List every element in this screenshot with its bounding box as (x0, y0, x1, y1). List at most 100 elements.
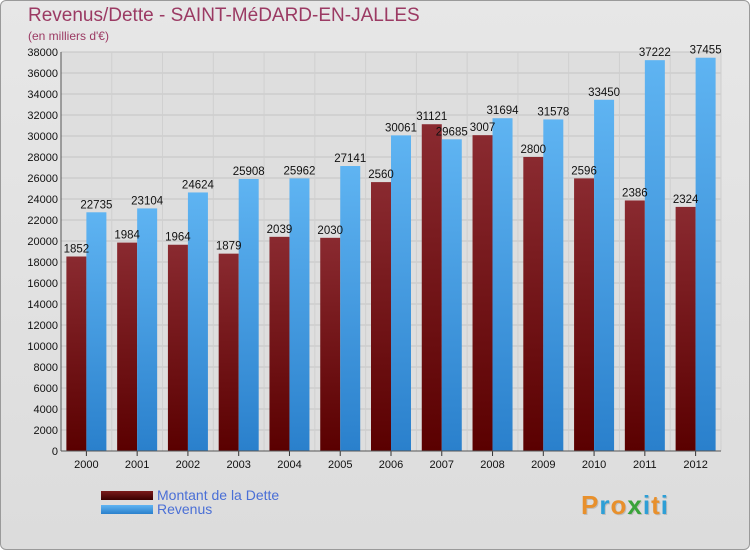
y-tick-label: 34000 (27, 89, 58, 101)
bar-dette (472, 135, 493, 451)
data-label-revenus: 37455 (690, 45, 722, 57)
bar-dette (574, 178, 595, 452)
x-tick-label: 2007 (430, 459, 454, 471)
data-label-revenus: 37222 (639, 47, 671, 59)
x-tick-label: 2008 (480, 459, 504, 471)
data-label-dette: 2039 (267, 224, 293, 236)
y-tick-label: 36000 (27, 68, 58, 80)
data-labels: 1852 22735 1984 23104 1964 24624 1879 25908 2039… (64, 45, 722, 256)
bar-revenus (492, 118, 513, 451)
bar-dette (66, 256, 87, 451)
x-tick-label: 2009 (531, 459, 555, 471)
bar-dette (167, 244, 188, 451)
legend-label-revenus: Revenus (157, 501, 213, 517)
bar-revenus (86, 212, 107, 451)
y-tick-label: 14000 (27, 299, 58, 311)
x-tick-label: 2000 (74, 459, 98, 471)
bar-dette (624, 200, 645, 451)
logo-letter: t (651, 490, 661, 520)
data-label-revenus: 22735 (80, 199, 112, 211)
logo-letter: o (610, 490, 628, 520)
data-label-dette: 1879 (216, 241, 242, 253)
bar-revenus (137, 208, 158, 451)
bars (66, 57, 716, 452)
y-tick-label: 6000 (34, 383, 58, 395)
data-label-revenus: 27141 (334, 153, 366, 165)
chart-subtitle: (en milliers d'€) (28, 29, 109, 43)
bar-dette (218, 253, 239, 451)
y-tick-label: 0 (52, 446, 58, 458)
x-tick-label: 2004 (277, 459, 301, 471)
data-label-dette: 3007 (470, 122, 496, 134)
y-tick-label: 30000 (27, 131, 58, 143)
bar-revenus (644, 60, 665, 451)
y-tick-label: 10000 (27, 341, 58, 353)
x-tick-label: 2001 (125, 459, 149, 471)
y-tick-label: 12000 (27, 320, 58, 332)
proxiti-logo: Proxiti (581, 490, 669, 521)
bar-dette (523, 156, 544, 451)
logo-letter: i (642, 490, 652, 520)
x-tick-label: 2006 (379, 459, 403, 471)
data-label-revenus: 25908 (233, 166, 265, 178)
data-label-revenus: 29685 (436, 126, 468, 138)
data-label-revenus: 25962 (283, 165, 315, 177)
bar-revenus (441, 139, 462, 451)
bar-revenus (238, 178, 259, 451)
y-tick-label: 38000 (27, 47, 58, 59)
y-tick-label: 24000 (27, 194, 58, 206)
data-label-revenus: 24624 (182, 179, 215, 191)
data-label-dette: 2386 (622, 187, 648, 199)
data-label-revenus: 30061 (385, 122, 417, 134)
legend-swatch-dette (101, 491, 153, 500)
x-tick-label: 2012 (683, 459, 707, 471)
bar-revenus (594, 99, 615, 452)
data-label-dette: 2324 (673, 194, 699, 206)
logo-letter: x (627, 490, 643, 520)
y-tick-label: 26000 (27, 173, 58, 185)
bar-dette (675, 206, 696, 451)
bar-revenus (391, 135, 411, 451)
data-label-dette: 1852 (64, 244, 90, 256)
data-label-dette: 2030 (317, 225, 343, 237)
y-tick-label: 18000 (27, 257, 58, 269)
bar-revenus (340, 166, 361, 451)
x-tick-label: 2005 (328, 459, 352, 471)
data-label-dette: 31121 (416, 111, 447, 123)
logo-letter: i (660, 490, 669, 520)
x-tick-label: 2002 (176, 459, 200, 471)
logo-letter: r (599, 490, 611, 520)
y-tick-label: 22000 (27, 215, 58, 227)
y-tick-label: 4000 (34, 404, 58, 416)
legend-swatch-revenus (101, 505, 153, 514)
x-tick-label: 2010 (582, 459, 606, 471)
x-tick-label: 2011 (633, 459, 657, 471)
legend-label-dette: Montant de la Dette (157, 487, 280, 503)
chart-title: Revenus/Dette - SAINT-MéDARD-EN-JALLES (28, 5, 420, 26)
data-label-dette: 1964 (165, 232, 191, 244)
data-label-revenus: 23104 (131, 195, 164, 207)
data-label-dette: 1984 (114, 230, 140, 242)
data-label-revenus: 31694 (487, 105, 520, 117)
y-tick-label: 8000 (34, 362, 58, 374)
bar-revenus (187, 192, 208, 451)
x-tick-label: 2003 (226, 459, 250, 471)
logo-letter: P (581, 490, 600, 520)
data-label-dette: 2560 (368, 169, 394, 181)
data-label-dette: 2800 (521, 144, 547, 156)
axes: 0 2000 4000 6000 8000 10000 12000 14000 16000 180… (27, 47, 721, 471)
y-tick-label: 32000 (27, 110, 58, 122)
data-label-dette: 2596 (571, 165, 597, 177)
data-label-revenus: 33450 (588, 87, 620, 99)
y-tick-label: 2000 (34, 425, 58, 437)
y-tick-label: 28000 (27, 152, 58, 164)
bar-revenus (695, 57, 716, 451)
data-label-revenus: 31578 (537, 106, 569, 118)
bar-dette (269, 236, 290, 451)
bar-dette (421, 124, 442, 452)
bar-revenus (543, 119, 564, 451)
bar-dette (320, 237, 341, 451)
bar-revenus (289, 178, 310, 452)
